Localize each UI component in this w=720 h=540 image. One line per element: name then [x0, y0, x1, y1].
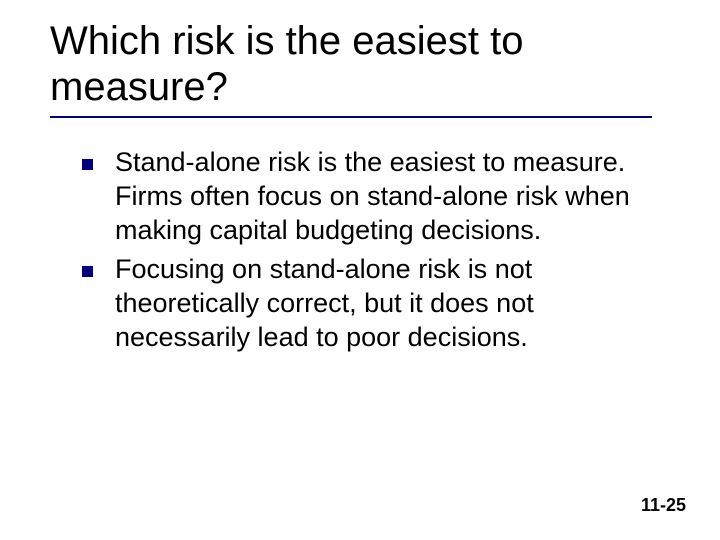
list-item: Focusing on stand-alone risk is not theo…	[82, 253, 660, 354]
square-bullet-icon	[82, 266, 93, 277]
square-bullet-icon	[82, 159, 93, 170]
page-number: 11-25	[641, 495, 686, 516]
title-underline	[50, 116, 652, 118]
slide-title: Which risk is the easiest to measure?	[50, 18, 670, 110]
slide-container: Which risk is the easiest to measure? St…	[0, 0, 720, 540]
bullet-list: Stand-alone risk is the easiest to measu…	[50, 146, 670, 355]
bullet-text: Focusing on stand-alone risk is not theo…	[115, 253, 660, 354]
bullet-text: Stand-alone risk is the easiest to measu…	[115, 146, 660, 247]
list-item: Stand-alone risk is the easiest to measu…	[82, 146, 660, 247]
